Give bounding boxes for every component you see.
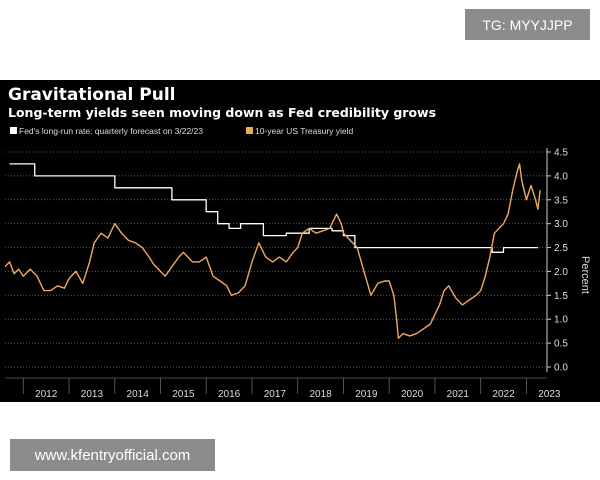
- y-tick-label: 2.0: [554, 267, 568, 278]
- series-layer: [4, 163, 541, 339]
- x-tick-label: 2019: [355, 389, 378, 400]
- y-tick-label: 0.5: [554, 339, 568, 350]
- x-axis: 2012 2013 2014 2015 2016 2017 2018 2019 2020 2021…: [5, 377, 561, 400]
- x-tick-label: 2013: [81, 389, 104, 400]
- y-tick-label: 3.0: [554, 219, 568, 230]
- x-tick-label: 2015: [172, 389, 195, 400]
- x-tick-label: 2023: [538, 389, 561, 400]
- x-tick-label: 2022: [492, 389, 515, 400]
- chart-title: Gravitational Pull: [8, 85, 176, 105]
- y-tick-label: 2.5: [554, 243, 568, 254]
- legend-swatch-fed: [10, 127, 17, 134]
- website-watermark: www.kfentryofficial.com: [10, 439, 215, 471]
- fed-longrun-rate-line: [9, 163, 538, 253]
- x-tick-label: 2020: [401, 389, 424, 400]
- telegram-tag: TG: MYYJJPP: [465, 9, 590, 40]
- line-chart: Gravitational Pull Long-term yields seen…: [4, 85, 591, 400]
- y-tick-label: 1.5: [554, 291, 568, 302]
- y-axis: 0.0 0.5 1.0 1.5 2.0 2.5 3.0 3.5 4.0 4.5: [546, 148, 568, 374]
- x-tick-label: 2012: [35, 389, 58, 400]
- y-tick-label: 4.5: [554, 148, 568, 159]
- x-tick-label: 2017: [264, 389, 287, 400]
- legend-label-fed: Fed's long-run rate: quarterly forecast …: [19, 126, 203, 136]
- x-tick-label: 2018: [309, 389, 332, 400]
- chart-panel: Gravitational Pull Long-term yields seen…: [0, 80, 600, 402]
- y-tick-label: 0.0: [554, 363, 568, 374]
- y-tick-label: 4.0: [554, 171, 568, 182]
- chart-subtitle: Long-term yields seen moving down as Fed…: [8, 105, 436, 120]
- y-axis-label: Percent: [579, 256, 591, 294]
- legend-swatch-treasury: [246, 127, 253, 134]
- x-tick-label: 2021: [447, 389, 470, 400]
- y-tick-label: 3.5: [554, 195, 568, 206]
- x-tick-label: 2016: [218, 389, 241, 400]
- treasury-yield-line: [4, 163, 541, 339]
- legend-label-treasury: 10-year US Treasury yield: [255, 126, 354, 136]
- y-tick-label: 1.0: [554, 315, 568, 326]
- x-tick-label: 2014: [127, 389, 150, 400]
